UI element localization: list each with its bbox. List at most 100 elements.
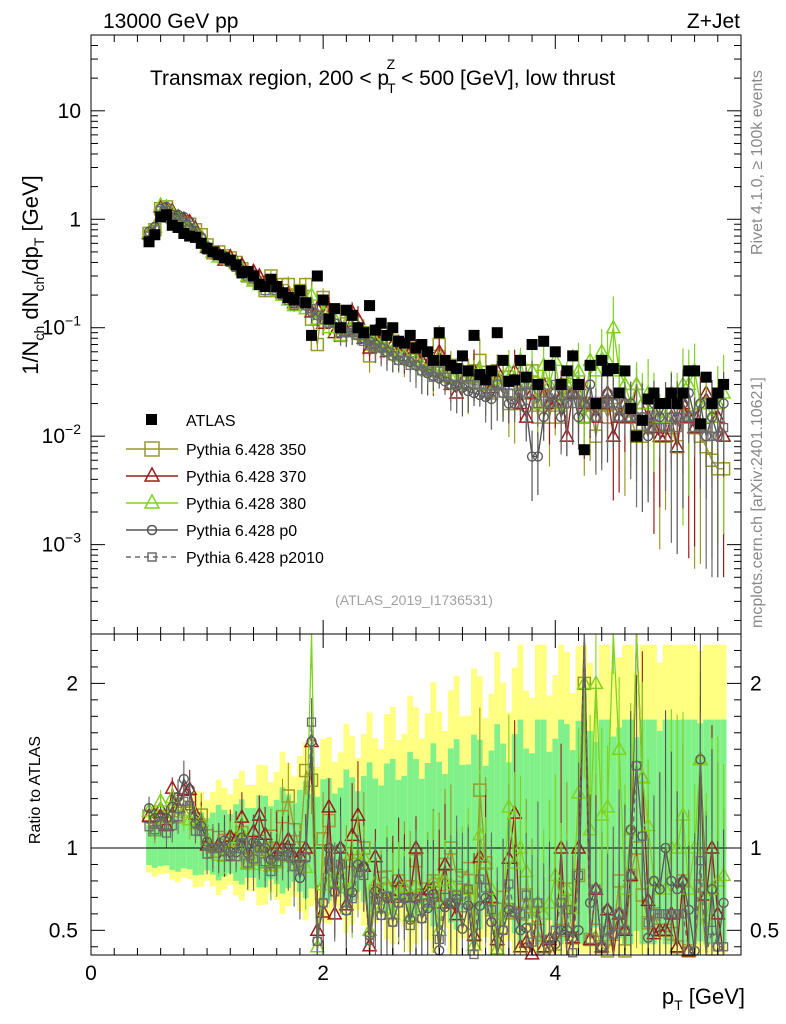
ratio-point-p2010 xyxy=(550,925,560,935)
point-p2010 xyxy=(649,412,659,422)
point-p2010 xyxy=(469,379,479,390)
point-atlas xyxy=(416,339,428,351)
title-sub: T xyxy=(387,80,396,96)
point-atlas xyxy=(369,324,381,336)
ratio-point-p2010 xyxy=(161,828,172,838)
point-atlas xyxy=(340,304,352,316)
point-atlas xyxy=(485,365,497,377)
point-atlas xyxy=(445,359,457,371)
ratio-point-p2010 xyxy=(585,934,595,945)
ratio-point-p2010 xyxy=(417,913,427,924)
ratio-point-p2010 xyxy=(277,851,288,861)
ratio-point-p2010 xyxy=(440,892,450,903)
x-axis-title: pT [GeV] xyxy=(662,984,745,1013)
ratio-y-tick-label-right: 1 xyxy=(750,837,762,860)
main-frame xyxy=(90,34,742,635)
ratio-data-layer xyxy=(141,633,732,960)
point-atlas xyxy=(497,354,509,366)
band-green xyxy=(180,820,187,869)
point-p0 xyxy=(573,411,584,423)
ratio-point-p380 xyxy=(611,740,627,755)
y-tick-label: 10−3 xyxy=(42,530,82,557)
point-atlas xyxy=(520,371,532,383)
ratio-y-tick-label: 0.5 xyxy=(49,919,78,942)
legend-marker-p2010 xyxy=(147,552,157,562)
ratio-y-axis-title: Ratio to ATLAS xyxy=(27,736,44,844)
point-p2010 xyxy=(463,379,473,390)
ratio-point-p350 xyxy=(281,789,296,803)
point-atlas xyxy=(160,209,172,221)
point-atlas xyxy=(155,211,167,223)
point-p2010 xyxy=(614,412,624,422)
point-p350 xyxy=(310,337,325,352)
band-green xyxy=(471,734,477,934)
point-atlas xyxy=(375,317,387,329)
analysis-watermark: (ATLAS_2019_I1736531) xyxy=(335,592,493,608)
ratio-point-p2010 xyxy=(718,942,729,952)
y-tick-label: 10−2 xyxy=(42,421,82,448)
point-atlas xyxy=(503,375,515,387)
ratio-point-p380 xyxy=(501,798,517,813)
band-green xyxy=(151,821,158,868)
point-atlas xyxy=(619,365,631,377)
point-p2010 xyxy=(643,422,653,433)
band-green xyxy=(146,825,152,865)
ratio-series-p2010 xyxy=(144,633,729,960)
ratio-point-p2010 xyxy=(649,909,659,919)
band-green xyxy=(418,778,425,900)
ylabel-d: [GeV] xyxy=(18,175,43,237)
ratio-point-p2010 xyxy=(382,891,392,902)
ratio-point-p2010 xyxy=(457,903,468,913)
point-atlas xyxy=(143,236,155,248)
ratio-point-p2010 xyxy=(237,838,247,848)
ratio-point-p2010 xyxy=(626,870,636,881)
point-atlas xyxy=(607,363,619,375)
point-atlas xyxy=(311,270,323,282)
point-p2010 xyxy=(672,422,682,433)
ratio-point-p2010 xyxy=(533,898,543,908)
ratio-point-p2010 xyxy=(498,925,508,935)
ratio-point-p2010 xyxy=(428,892,439,903)
point-atlas xyxy=(555,378,567,390)
legend-marker-p350 xyxy=(144,441,160,457)
point-atlas xyxy=(590,398,602,410)
ratio-point-p2010 xyxy=(225,851,235,861)
point-atlas xyxy=(462,365,474,377)
point-p2010 xyxy=(492,379,502,390)
point-atlas xyxy=(491,327,503,339)
y-tick-exponent: −2 xyxy=(65,421,81,437)
ratio-point-p2010 xyxy=(324,857,334,867)
point-atlas xyxy=(671,398,683,410)
x-tick-label: 2 xyxy=(317,962,329,985)
ratio-point-p2010 xyxy=(591,884,601,894)
plot-title: Transmax region, 200 < pTZ < 500 [GeV], … xyxy=(150,56,615,96)
point-atlas xyxy=(422,346,434,358)
point-p2010 xyxy=(562,388,572,398)
point-atlas xyxy=(335,322,347,334)
point-p2010 xyxy=(306,303,317,314)
ratio-point-p2010 xyxy=(388,917,398,927)
ratio-point-p380 xyxy=(640,816,656,832)
ratio-point-p2010 xyxy=(399,893,410,903)
band-green xyxy=(186,819,193,870)
point-atlas xyxy=(573,378,584,390)
point-atlas xyxy=(393,335,405,347)
y-tick-label: 1 xyxy=(69,208,81,231)
point-p2010 xyxy=(608,398,618,409)
ratio-point-p2010 xyxy=(167,820,177,831)
point-p2010 xyxy=(428,372,439,382)
point-atlas xyxy=(468,329,480,341)
y-tick-base: 10 xyxy=(42,317,65,340)
ratio-point-p2010 xyxy=(434,934,444,945)
point-atlas xyxy=(387,322,399,334)
ratio-point-p370 xyxy=(681,942,697,957)
band-green xyxy=(308,794,315,889)
point-atlas xyxy=(660,398,672,410)
band-green xyxy=(500,743,506,927)
point-atlas xyxy=(561,365,573,377)
ratio-point-p2010 xyxy=(515,909,526,919)
point-atlas xyxy=(613,387,625,399)
ratio-point-p2010 xyxy=(347,894,357,904)
point-atlas xyxy=(567,350,579,362)
